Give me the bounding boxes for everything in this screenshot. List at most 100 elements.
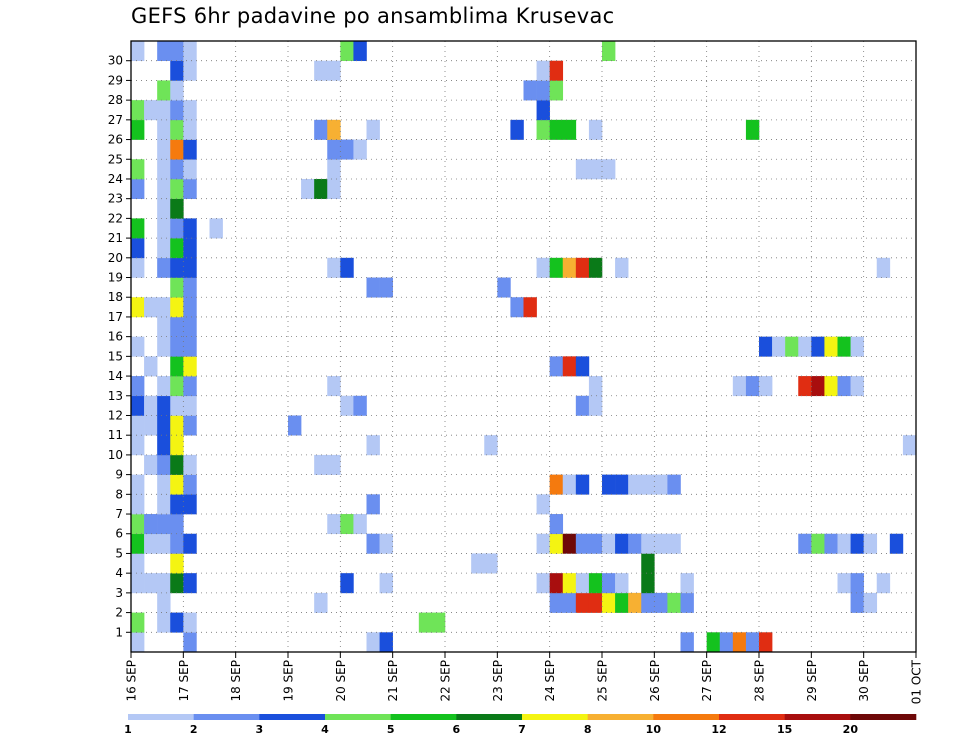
- heatmap-cell: [471, 553, 485, 574]
- heatmap-cell: [615, 592, 629, 613]
- heatmap-cell: [863, 533, 878, 554]
- heatmap-cell: [131, 376, 145, 397]
- heatmap-cell: [850, 592, 864, 613]
- heatmap-cell: [824, 376, 838, 397]
- y-axis: 1234567891011121314151617181920212223242…: [108, 54, 131, 639]
- heatmap-cell: [562, 257, 577, 278]
- heatmap-cell: [772, 336, 786, 357]
- heatmap-cell: [144, 533, 158, 554]
- heatmap-cell: [549, 356, 564, 377]
- heatmap-cell: [366, 435, 380, 456]
- heatmap-cell: [510, 119, 524, 140]
- heatmap-cell: [837, 376, 851, 397]
- heatmap-cell: [523, 297, 537, 318]
- heatmap-cell: [719, 632, 734, 653]
- heatmap-cell: [314, 60, 328, 81]
- heatmap-cell: [353, 139, 367, 160]
- heatmap-cell: [562, 592, 577, 613]
- heatmap-cell: [327, 178, 341, 199]
- heatmap-cell: [183, 159, 197, 180]
- y-tick-label: 19: [108, 271, 123, 285]
- heatmap-cell: [353, 514, 367, 535]
- y-tick-label: 2: [115, 606, 123, 620]
- colorbar-tick-label: 15: [777, 723, 792, 736]
- heatmap-cell: [170, 297, 184, 318]
- heatmap-cell: [654, 592, 668, 613]
- heatmap-cell: [798, 533, 812, 554]
- heatmap-cell: [288, 415, 302, 436]
- heatmap-cell: [170, 612, 184, 633]
- heatmap-cell: [157, 494, 171, 515]
- heatmap-cell: [549, 80, 564, 101]
- heatmap-cell: [131, 573, 145, 594]
- heatmap-cell: [575, 257, 590, 278]
- heatmap-cell: [170, 533, 184, 554]
- heatmap-cell: [602, 573, 616, 594]
- colorbar-swatch: [587, 714, 654, 720]
- heatmap-cell: [157, 218, 171, 239]
- heatmap-cell: [170, 474, 184, 495]
- heatmap-cell: [131, 632, 145, 653]
- heatmap-cell: [366, 632, 380, 653]
- grid-lines: [131, 41, 916, 652]
- heatmap-cell: [353, 395, 367, 416]
- heatmap-cell: [170, 60, 184, 81]
- heatmap-cell: [588, 376, 603, 397]
- heatmap-cell: [549, 119, 564, 140]
- heatmap-cell: [131, 100, 145, 121]
- y-tick-label: 7: [115, 507, 123, 521]
- colorbar-tick-label: 10: [646, 723, 662, 736]
- y-tick-label: 26: [108, 133, 123, 147]
- heatmap-cell: [549, 474, 564, 495]
- heatmap-cell: [837, 336, 851, 357]
- heatmap-cell: [157, 159, 171, 180]
- colorbar-swatch: [193, 714, 260, 720]
- heatmap-cell: [602, 533, 616, 554]
- colorbar-swatch: [325, 714, 391, 720]
- heatmap-cell: [431, 612, 446, 633]
- heatmap-cell: [327, 454, 341, 475]
- heatmap-cell: [680, 573, 694, 594]
- colorbar-tick-label: 1: [124, 723, 132, 736]
- x-tick-label: 20 SEP: [334, 660, 348, 702]
- heatmap-cell: [183, 454, 197, 475]
- y-tick-label: 15: [108, 349, 123, 363]
- colorbar-swatch: [784, 714, 851, 720]
- heatmap-cell: [157, 415, 171, 436]
- heatmap-cell: [131, 395, 145, 416]
- heatmap-cell: [157, 454, 171, 475]
- heatmap-cell: [811, 336, 825, 357]
- heatmap-cell: [759, 336, 773, 357]
- heatmap-cell: [170, 316, 184, 337]
- x-tick-label: 28 SEP: [753, 660, 767, 702]
- heatmap-cell: [170, 100, 184, 121]
- y-tick-label: 28: [108, 93, 123, 107]
- x-tick-label: 27 SEP: [700, 660, 714, 702]
- heatmap-cell: [641, 533, 655, 554]
- heatmap-cell: [615, 474, 629, 495]
- heatmap-cell: [340, 139, 354, 160]
- colorbar-tick-label: 6: [453, 723, 461, 736]
- heatmap-cell: [183, 139, 197, 160]
- heatmap-cell: [745, 632, 760, 653]
- heatmap-cell: [536, 60, 550, 81]
- heatmap-cell: [183, 395, 197, 416]
- heatmap-cell: [327, 514, 341, 535]
- heatmap-cell: [798, 336, 812, 357]
- x-tick-label: 29 SEP: [805, 660, 819, 702]
- heatmap-cell: [170, 80, 184, 101]
- heatmap-cell: [183, 316, 197, 337]
- heatmap-cell: [588, 257, 603, 278]
- heatmap-cell: [745, 119, 760, 140]
- heatmap-cell: [549, 257, 564, 278]
- heatmap-cell: [340, 395, 354, 416]
- heatmap-cell: [157, 612, 171, 633]
- y-tick-label: 12: [108, 408, 123, 422]
- y-tick-label: 6: [115, 527, 123, 541]
- heatmap-cell: [131, 494, 145, 515]
- heatmap-cell: [131, 178, 145, 199]
- heatmap-cell: [157, 435, 171, 456]
- heatmap-cell: [170, 159, 184, 180]
- heatmap-cell: [745, 376, 760, 397]
- heatmap-cell: [366, 533, 380, 554]
